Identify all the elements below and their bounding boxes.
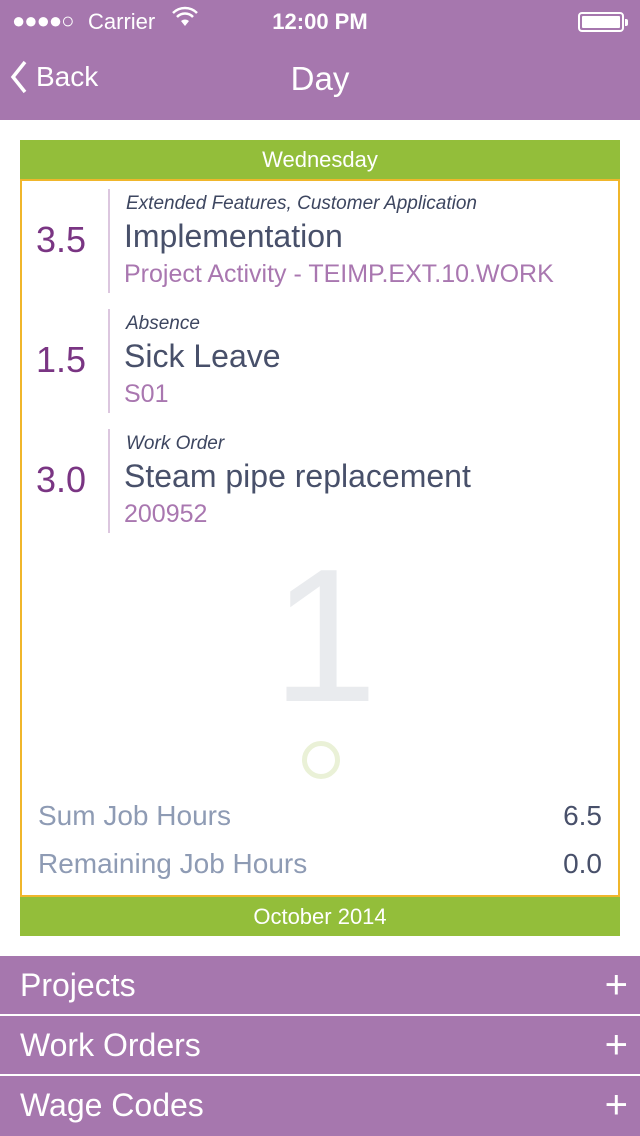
entry-category: Absence [126, 313, 200, 334]
entry-hours: 3.0 [36, 459, 87, 500]
sum-job-hours: Sum Job Hours 6.5 [38, 799, 602, 833]
remaining-label: Remaining Job Hours [38, 848, 308, 879]
signal-icon: ●●●●○ [12, 8, 74, 33]
entry-category: Work Order [126, 433, 225, 454]
sum-label: Sum Job Hours [38, 800, 231, 831]
section-label: Wage Codes [20, 1087, 204, 1123]
divider [108, 189, 110, 293]
remaining-job-hours: Remaining Job Hours 0.0 [38, 847, 602, 881]
entry-code: Project Activity - TEIMP.EXT.10.WORK [124, 260, 554, 288]
header: ●●●●○ Carrier 12:00 PM Back Day [0, 0, 640, 120]
divider [108, 309, 110, 413]
chevron-left-icon [10, 60, 27, 94]
day-number-watermark: 1 [272, 530, 378, 742]
page-title: Day [290, 60, 350, 97]
entry-code: S01 [124, 380, 169, 408]
loading-spinner-icon [302, 741, 340, 779]
entry-name: Implementation [124, 218, 343, 254]
section-projects[interactable]: Projects + [0, 956, 640, 1014]
section-label: Work Orders [20, 1027, 201, 1063]
entry-hours: 1.5 [36, 339, 87, 380]
time-entry[interactable]: 1.5 Absence Sick Leave S01 [22, 309, 618, 413]
day-card: Wednesday 1 3.5 Extended Features, Custo… [20, 140, 620, 936]
time-entry[interactable]: 3.5 Extended Features, Customer Applicat… [22, 189, 618, 293]
entry-code: 200952 [124, 500, 208, 528]
plus-icon[interactable]: + [604, 963, 628, 1007]
divider [108, 429, 110, 533]
month-footer: October 2014 [20, 897, 620, 936]
plus-icon[interactable]: + [604, 1083, 628, 1127]
section-wage-codes[interactable]: Wage Codes + [0, 1076, 640, 1136]
clock: 12:00 PM [272, 9, 368, 34]
entry-hours: 3.5 [36, 219, 87, 260]
battery-icon [578, 12, 628, 32]
day-entries: 1 3.5 Extended Features, Customer Applic… [20, 179, 620, 897]
section-work-orders[interactable]: Work Orders + [0, 1016, 640, 1074]
time-entry[interactable]: 3.0 Work Order Steam pipe replacement 20… [22, 429, 618, 533]
carrier-label: Carrier [88, 9, 156, 34]
entry-category: Extended Features, Customer Application [126, 193, 477, 214]
back-button[interactable]: Back [10, 60, 98, 94]
status-bar: ●●●●○ Carrier 12:00 PM [0, 6, 640, 36]
back-label: Back [36, 61, 99, 92]
sum-value: 6.5 [563, 800, 602, 831]
weekday-header: Wednesday [20, 140, 620, 179]
section-label: Projects [20, 967, 136, 1003]
remaining-value: 0.0 [563, 848, 602, 879]
entry-name: Sick Leave [124, 338, 281, 374]
entry-name: Steam pipe replacement [124, 458, 471, 494]
plus-icon[interactable]: + [604, 1023, 628, 1067]
wifi-icon [172, 6, 198, 34]
